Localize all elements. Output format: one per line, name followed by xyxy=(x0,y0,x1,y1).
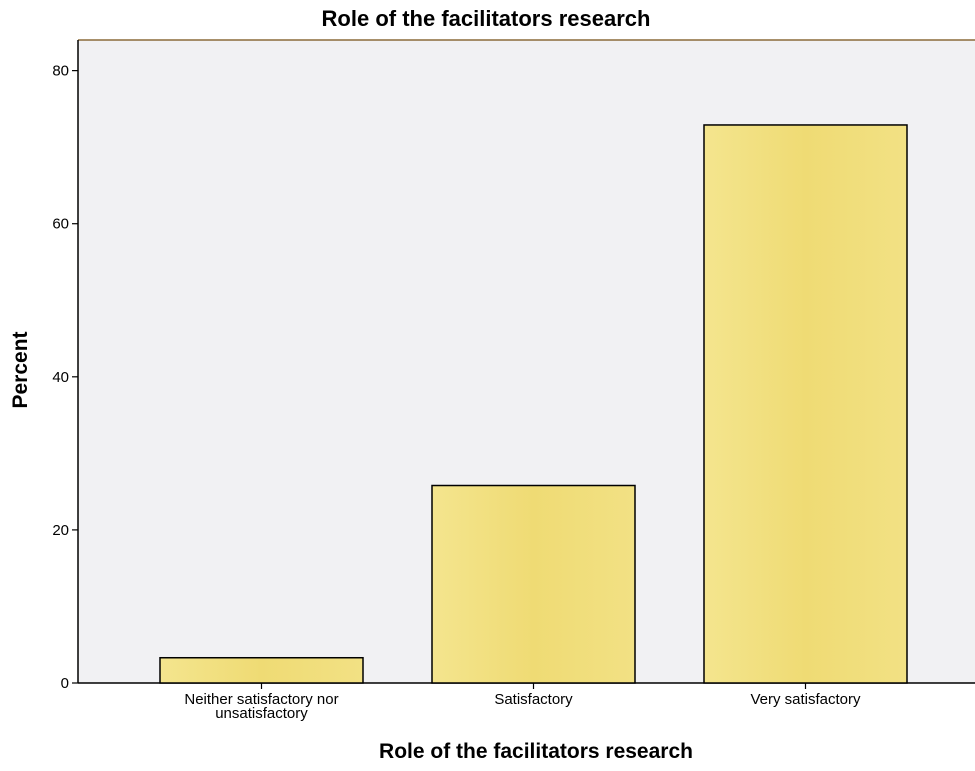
x-axis-title: Role of the facilitators research xyxy=(379,740,693,763)
y-ticks-group: 0 20 40 60 80 xyxy=(52,63,78,692)
x-tick-label: Satisfactory xyxy=(494,691,573,708)
y-tick-label: 0 xyxy=(61,675,69,692)
x-tick-label: Neither satisfactory nor xyxy=(184,691,338,708)
y-tick-label: 80 xyxy=(52,63,69,80)
chart-title: Role of the facilitators research xyxy=(322,6,651,31)
bar xyxy=(703,124,908,684)
y-tick-label: 20 xyxy=(52,522,69,539)
x-tick-label: Very satisfactory xyxy=(750,691,861,708)
bars-group xyxy=(159,124,908,684)
bar xyxy=(431,484,636,684)
x-tick-label: unsatisfactory xyxy=(215,705,308,722)
y-axis-title: Percent xyxy=(9,331,32,408)
y-tick-label: 40 xyxy=(52,369,69,386)
y-tick-label: 60 xyxy=(52,216,69,233)
bar xyxy=(159,656,364,684)
